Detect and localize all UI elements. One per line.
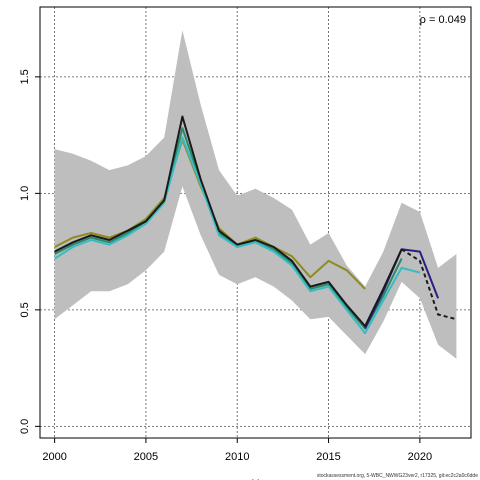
x-tick-label: 2010	[225, 451, 249, 463]
x-tick-label: 2015	[316, 451, 340, 463]
x-tick-label: 2020	[408, 451, 432, 463]
series-line	[54, 136, 421, 335]
footer-credit: stockassessment.org, 5-WBC_NWWG23ver2, r…	[317, 473, 478, 479]
confidence-band-layer	[54, 30, 457, 359]
series-layer	[54, 115, 457, 335]
x-tick-label: 2005	[134, 451, 158, 463]
y-tick-label: 1.5	[19, 69, 31, 84]
plot-frame	[39, 6, 472, 439]
x-tick-label: 2000	[42, 451, 66, 463]
axes: 2000 2005 2010 2015 2020 0.0 0.5 1.0 1.5	[19, 69, 432, 463]
y-tick-label: 1.0	[19, 186, 31, 201]
x-axis-label: Y	[252, 478, 260, 480]
y-tick-label: 0.5	[19, 302, 31, 317]
y-tick-label: 0.0	[19, 419, 31, 434]
rho-annotation: ρ = 0.049	[420, 14, 466, 26]
series-line-solid	[54, 115, 403, 328]
confidence-band	[54, 30, 457, 359]
series-line-forecast	[401, 248, 457, 321]
